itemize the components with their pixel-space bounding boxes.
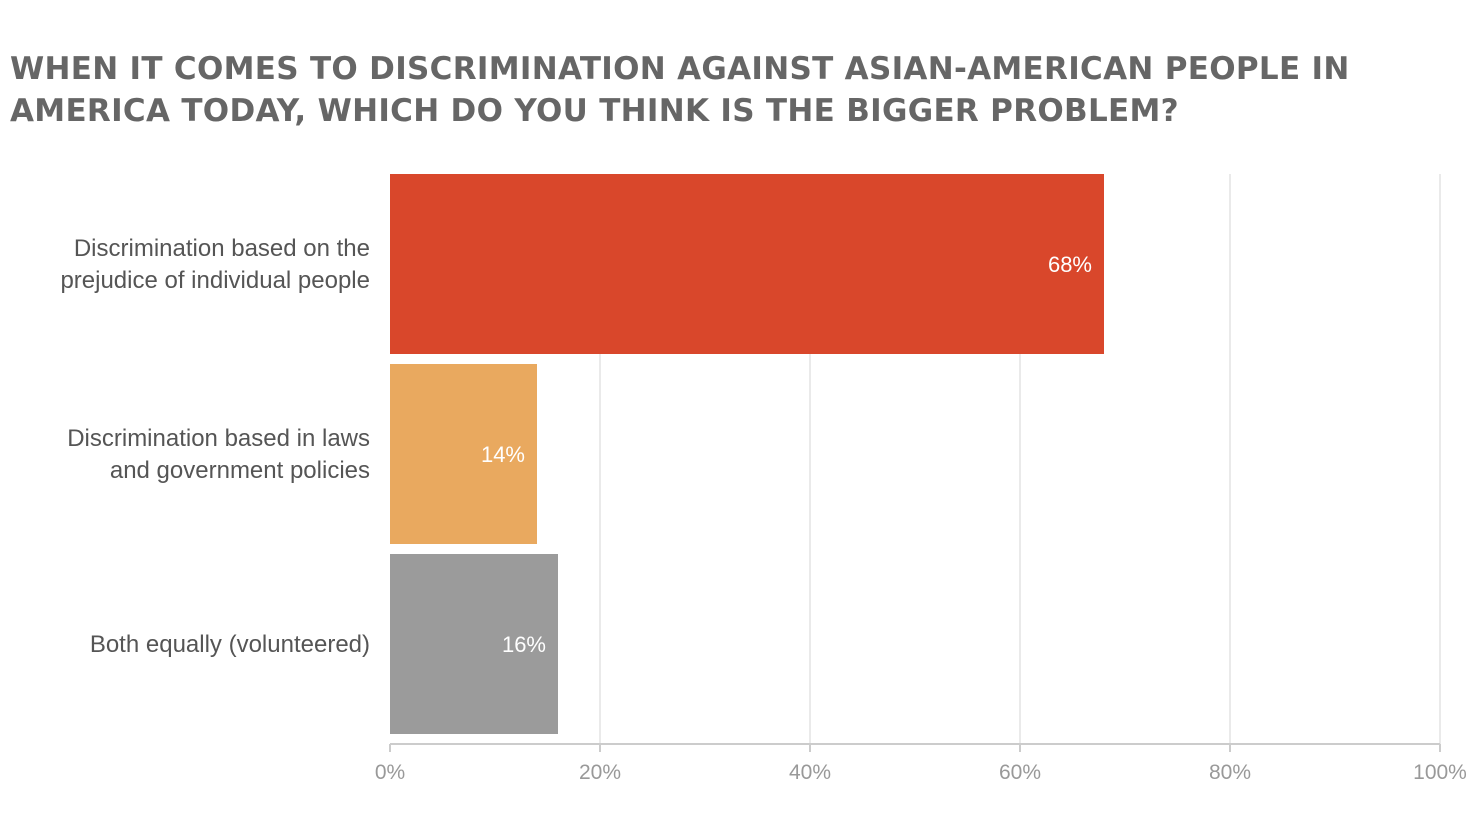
category-labels: Discrimination based on the prejudice of … (60, 235, 370, 658)
category-label: Both equally (volunteered) (90, 631, 370, 658)
x-tick-label: 100% (1413, 761, 1467, 784)
value-label: 14% (481, 442, 525, 467)
value-label: 68% (1048, 252, 1092, 277)
x-axis: 0% 20% 40% 60% 80% 100% (375, 743, 1467, 784)
chart-title: WHEN IT COMES TO DISCRIMINATION AGAINST … (10, 51, 1350, 129)
bar (390, 364, 537, 544)
x-tick-label: 80% (1209, 761, 1251, 784)
category-label-line: Discrimination based on the (74, 235, 370, 262)
category-label-line: and government policies (110, 457, 370, 484)
bars (390, 174, 1104, 734)
x-tick-label: 60% (999, 761, 1041, 784)
x-tick-label: 0% (375, 761, 405, 784)
category-label: Discrimination based on the prejudice of … (60, 235, 370, 294)
category-label-line: prejudice of individual people (60, 267, 370, 294)
category-label: Discrimination based in laws and governme… (67, 425, 370, 484)
bar (390, 174, 1104, 354)
bar (390, 554, 558, 734)
value-label: 16% (502, 632, 546, 657)
category-label-line: Both equally (volunteered) (90, 631, 370, 658)
x-tick-label: 20% (579, 761, 621, 784)
value-labels: 68% 14% 16% (481, 252, 1092, 657)
category-label-line: Discrimination based in laws (67, 425, 370, 452)
x-tick-label: 40% (789, 761, 831, 784)
